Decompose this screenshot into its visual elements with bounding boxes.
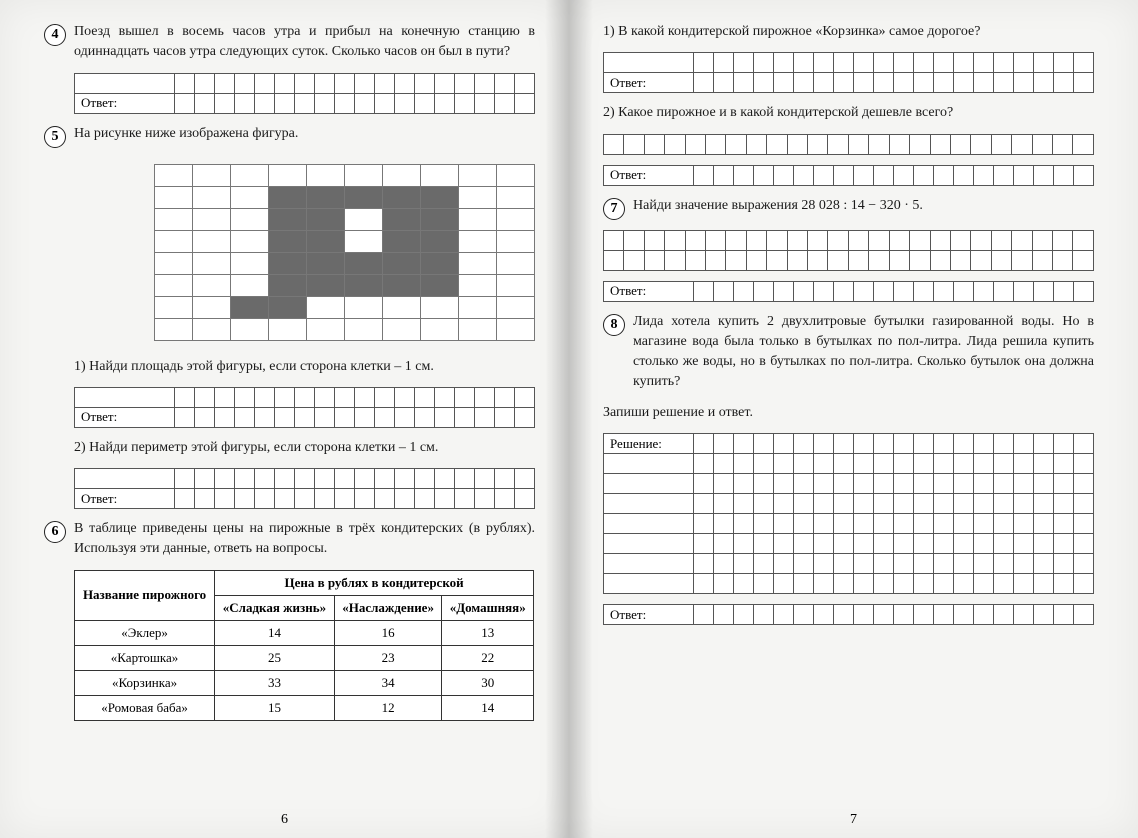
table-cell: 12 [334,695,442,720]
table-row-name: «Картошка» [75,645,215,670]
answer-grid-q4: Ответ: [74,73,535,114]
question-text: На рисунке ниже изображена фигура. [74,124,298,144]
question-text: Поезд вышел в восемь часов утра и прибыл… [74,22,535,63]
table-cell: 30 [442,670,534,695]
answer-label: Ответ: [75,93,175,113]
table-cell: 16 [334,620,442,645]
table-col-group: Цена в рублях в кондитерской [215,570,534,595]
question-number: 7 [603,198,625,220]
table-cell: 34 [334,670,442,695]
figure-grid [154,164,535,341]
table-cell: 22 [442,645,534,670]
answer-label: Ответ: [604,73,694,93]
page-number: 6 [281,812,288,828]
answer-label: Ответ: [604,281,694,301]
sub-question-6-2: 2) Какое пирожное и в какой кондитерской… [603,103,1094,123]
table-cell: 23 [334,645,442,670]
answer-label: Ответ: [604,605,694,625]
answer-grid-q8: Ответ: [603,604,1094,625]
page-right: 1) В какой кондитерской пирожное «Корзин… [569,0,1138,838]
answer-label: Ответ: [75,407,175,427]
table-row-name: «Эклер» [75,620,215,645]
solution-grid-q8: Решение: [603,433,1094,594]
question-4: 4 Поезд вышел в восемь часов утра и приб… [44,22,535,63]
question-number: 8 [603,314,625,336]
question-number: 5 [44,126,66,148]
question-6: 6 В таблице приведены цены на пирожные в… [44,519,535,560]
page-left: 4 Поезд вышел в восемь часов утра и приб… [0,0,569,838]
answer-grid-q5-1: Ответ: [74,387,535,428]
table-cell: 25 [215,645,335,670]
table-cell: 15 [215,695,335,720]
sub-question-6-1: 1) В какой кондитерской пирожное «Корзин… [603,22,1094,42]
table-cell: 14 [215,620,335,645]
table-row-name: «Ромовая баба» [75,695,215,720]
question-5: 5 На рисунке ниже изображена фигура. [44,124,535,148]
question-text: Найди значение выражения 28 028 : 14 − 3… [633,196,923,216]
question-number: 4 [44,24,66,46]
solution-label: Решение: [604,434,694,454]
write-instruction: Запиши решение и ответ. [603,403,1094,423]
gutter-shadow [569,0,593,838]
answer-grid-q7: Ответ: [603,281,1094,302]
question-number: 6 [44,521,66,543]
page-number: 7 [850,812,857,828]
sub-question-5-2: 2) Найди периметр этой фигуры, если стор… [74,438,535,458]
table-row-header: Название пирожного [75,570,215,620]
question-7: 7 Найди значение выражения 28 028 : 14 −… [603,196,1094,220]
question-text: Лида хотела купить 2 двухлитровые бутылк… [633,312,1094,393]
table-shop-header: «Сладкая жизнь» [215,595,335,620]
table-shop-header: «Наслаждение» [334,595,442,620]
table-cell: 14 [442,695,534,720]
price-table: Название пирожногоЦена в рублях в кондит… [74,570,534,721]
question-8: 8 Лида хотела купить 2 двухлитровые буты… [603,312,1094,393]
work-grid-q7 [603,230,1094,271]
question-text: В таблице приведены цены на пирожные в т… [74,519,535,560]
gutter-shadow [545,0,569,838]
answer-label: Ответ: [75,489,175,509]
table-cell: 13 [442,620,534,645]
answer-label: Ответ: [604,165,694,185]
answer-grid-q6-2: Ответ: [603,165,1094,186]
table-row-name: «Корзинка» [75,670,215,695]
sub-question-5-1: 1) Найди площадь этой фигуры, если сторо… [74,357,535,377]
book-spread: 4 Поезд вышел в восемь часов утра и приб… [0,0,1138,838]
answer-grid-q5-2: Ответ: [74,468,535,509]
work-grid-q6-2 [603,134,1094,155]
answer-grid-q6-1: Ответ: [603,52,1094,93]
table-cell: 33 [215,670,335,695]
table-shop-header: «Домашняя» [442,595,534,620]
